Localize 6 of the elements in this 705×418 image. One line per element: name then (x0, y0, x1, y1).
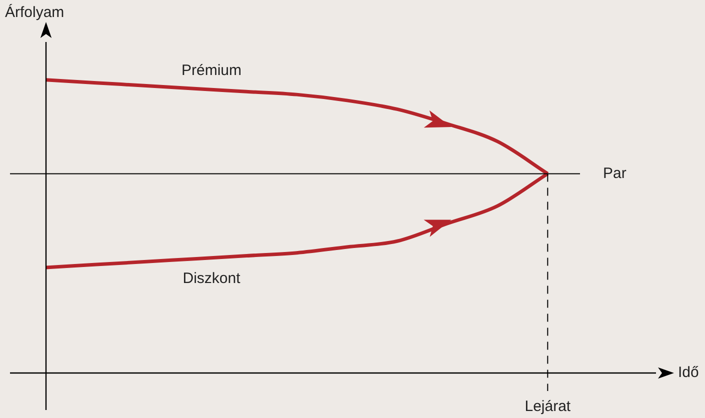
ref-line-label: Par (603, 164, 626, 182)
text: Lejárat (524, 398, 572, 416)
x-axis-title: Idő (678, 364, 699, 382)
y-axis-title: Árfolyam (5, 3, 64, 22)
series-label: Diszkont (182, 270, 242, 287)
series-label: Prémium (181, 62, 242, 79)
